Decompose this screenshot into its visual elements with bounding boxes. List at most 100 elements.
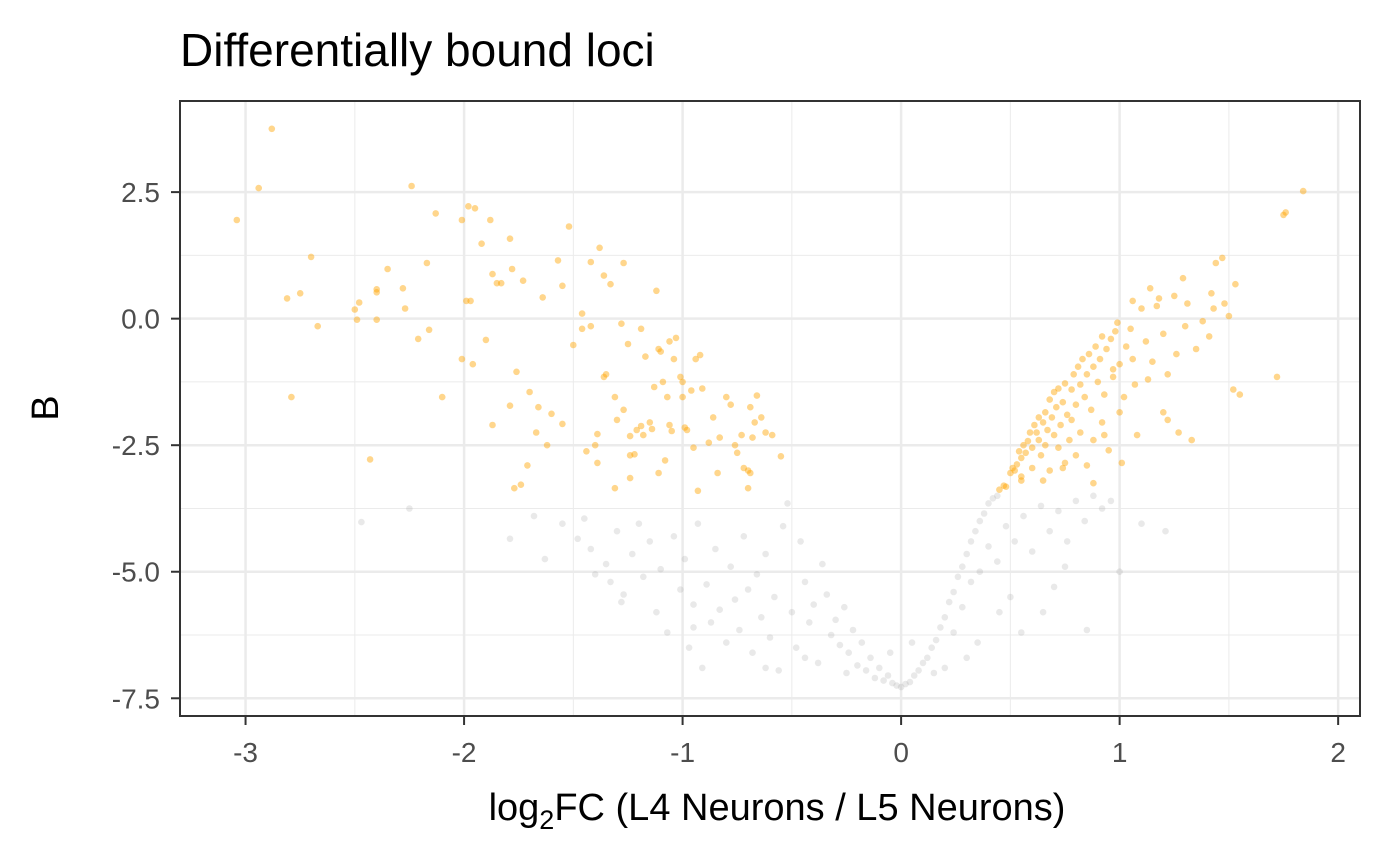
non-significant-point <box>762 664 769 672</box>
y-tick-label: -5.0 <box>112 557 160 588</box>
significant-point <box>467 297 474 305</box>
non-significant-point <box>945 598 953 606</box>
significant-point <box>1282 209 1289 216</box>
significant-point <box>255 184 262 192</box>
non-significant-point <box>906 678 914 686</box>
significant-point <box>747 469 754 477</box>
significant-point <box>1096 355 1104 363</box>
significant-point <box>414 335 422 343</box>
significant-point <box>733 449 741 457</box>
significant-point <box>587 322 595 330</box>
significant-point <box>1101 431 1108 439</box>
significant-point <box>1092 343 1099 350</box>
significant-point <box>1299 187 1307 195</box>
significant-point <box>1184 300 1191 307</box>
significant-point <box>727 401 734 409</box>
significant-point <box>594 430 601 438</box>
non-significant-point <box>788 608 796 616</box>
significant-point <box>653 287 660 295</box>
significant-point <box>1273 373 1281 381</box>
significant-point <box>1053 403 1060 411</box>
non-significant-point <box>1061 563 1069 570</box>
significant-point <box>1164 416 1171 424</box>
significant-point <box>716 434 723 441</box>
significant-point <box>611 484 619 492</box>
significant-point <box>1146 285 1154 292</box>
significant-point <box>1236 391 1244 398</box>
significant-point <box>655 469 662 477</box>
significant-point <box>659 378 667 386</box>
significant-point <box>578 325 586 333</box>
significant-point <box>1090 363 1097 371</box>
significant-point <box>1009 464 1016 472</box>
significant-point <box>517 481 525 489</box>
non-significant-point <box>723 639 730 646</box>
non-significant-point <box>801 654 809 662</box>
significant-point <box>1199 317 1206 325</box>
non-significant-point <box>690 624 697 631</box>
non-significant-point <box>902 680 909 688</box>
significant-point <box>777 453 785 460</box>
non-significant-point <box>876 664 883 672</box>
significant-point <box>692 355 699 363</box>
non-significant-point <box>976 568 984 575</box>
significant-point <box>489 421 496 429</box>
non-significant-point <box>797 538 804 545</box>
non-significant-point <box>884 672 892 679</box>
significant-point <box>373 316 381 324</box>
non-significant-point <box>775 667 782 674</box>
non-significant-point <box>985 500 992 507</box>
significant-point <box>648 425 656 433</box>
significant-point <box>539 294 546 301</box>
significant-point <box>1072 452 1080 459</box>
significant-point <box>1118 459 1126 467</box>
significant-point <box>1210 305 1217 312</box>
significant-point <box>1077 381 1084 388</box>
significant-point <box>1015 448 1023 455</box>
significant-point <box>570 341 577 349</box>
significant-point <box>1072 401 1080 409</box>
y-tick-label: -2.5 <box>112 430 160 461</box>
non-significant-point <box>832 616 839 624</box>
significant-point <box>1031 421 1038 429</box>
non-significant-point <box>1072 497 1080 505</box>
non-significant-point <box>889 679 896 687</box>
significant-point <box>1042 409 1049 416</box>
non-significant-point <box>1055 507 1062 515</box>
non-significant-point <box>867 654 874 662</box>
significant-point <box>631 451 638 458</box>
non-significant-point <box>845 649 852 656</box>
plot-panel-background <box>180 101 1360 716</box>
non-significant-point <box>843 669 850 677</box>
non-significant-point <box>972 527 979 535</box>
significant-point <box>1000 482 1008 490</box>
non-significant-point <box>653 608 660 616</box>
significant-point <box>664 393 671 401</box>
non-significant-point <box>530 512 538 520</box>
non-significant-point <box>629 550 636 558</box>
significant-point <box>296 290 304 297</box>
significant-point <box>233 216 241 224</box>
significant-point <box>482 336 490 344</box>
non-significant-point <box>854 662 861 669</box>
non-significant-point <box>574 535 581 543</box>
significant-point <box>355 299 363 306</box>
non-significant-point <box>1046 527 1053 535</box>
significant-point <box>1133 431 1141 439</box>
significant-point <box>996 486 1003 494</box>
significant-point <box>583 448 590 455</box>
significant-point <box>1109 373 1117 381</box>
non-significant-point <box>758 614 765 621</box>
significant-point <box>1061 459 1069 467</box>
non-significant-point <box>801 578 809 586</box>
non-significant-point <box>699 664 706 672</box>
non-significant-point <box>559 520 566 527</box>
non-significant-point <box>727 563 734 570</box>
non-significant-point <box>814 659 822 667</box>
x-tick-label: -3 <box>233 737 258 768</box>
significant-point <box>594 459 601 467</box>
non-significant-point <box>1020 512 1027 520</box>
significant-point <box>1160 409 1167 416</box>
significant-point <box>740 464 748 472</box>
significant-point <box>1083 371 1091 378</box>
